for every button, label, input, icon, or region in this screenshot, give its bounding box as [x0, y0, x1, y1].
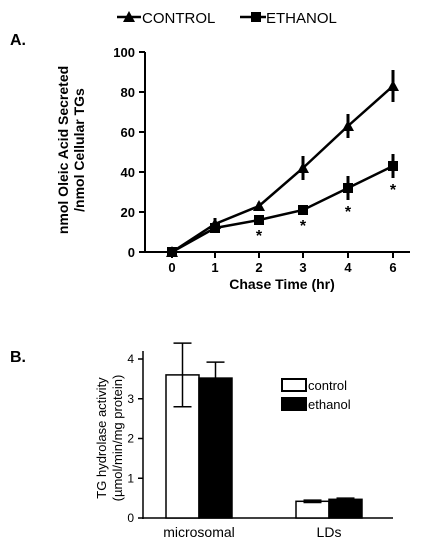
bar-y-axis-title-line-2: (µmol/min/mg protein) [110, 375, 125, 502]
data-point-ethanol [298, 205, 308, 215]
y-tick-label: 80 [121, 85, 135, 100]
y-tick-label: 100 [113, 45, 135, 60]
legend-swatch-control [281, 378, 307, 392]
legend-item-control: CONTROL [117, 10, 215, 27]
bar-ethanol-microsomal [198, 377, 233, 519]
x-tick-label: 0 [168, 260, 175, 275]
bar-y-tick-label: 3 [127, 392, 134, 406]
data-point-ethanol [167, 247, 177, 257]
bar-category-label: LDs [317, 524, 342, 540]
data-point-control [387, 80, 399, 91]
bar-chart: 0 1 2 3 4 microsomal LDs [127, 342, 393, 540]
x-tick-label: 3 [299, 260, 306, 275]
y-tick-label: 0 [128, 245, 135, 260]
legend-marker-triangle [123, 11, 135, 22]
legend-swatch-ethanol [281, 397, 307, 411]
legend-item-ethanol: ETHANOL [240, 10, 337, 27]
data-point-ethanol [210, 223, 220, 233]
panel-b-label: B. [10, 349, 26, 366]
series-line-ethanol [171, 164, 394, 254]
x-axis-title: Chase Time (hr) [229, 276, 335, 292]
line-chart-y-axis-title: nmol Oleic Acid Secreted /nmol Cellular … [55, 66, 87, 234]
bar-control-lds [295, 500, 330, 519]
data-point-control [297, 162, 309, 173]
x-tick-label: 4 [344, 260, 352, 275]
y-axis-title-line-1: nmol Oleic Acid Secreted [55, 66, 71, 234]
data-point-ethanol [388, 161, 398, 171]
legend-label-ethanol: ETHANOL [266, 10, 337, 27]
bar-y-axis-title-line-1: TG hydrolase activity [94, 377, 109, 499]
significance-asterisk: * [345, 204, 352, 221]
data-point-ethanol [254, 215, 264, 225]
y-tick-label: 60 [121, 125, 135, 140]
legend-marker-square [251, 12, 261, 22]
bar-y-tick-label: 4 [127, 352, 134, 366]
legend-label-control: CONTROL [142, 10, 215, 27]
significance-asterisk: * [256, 228, 263, 245]
x-tick-label: 2 [255, 260, 262, 275]
bar-ethanol-lds [328, 498, 363, 519]
bar-chart-y-axis-title: TG hydrolase activity (µmol/min/mg prote… [94, 375, 125, 502]
data-point-control [342, 120, 354, 131]
legend-label-ethanol-bar: ethanol [308, 397, 351, 412]
line-chart: 0 20 40 60 80 100 0 1 2 3 4 6 * * * * [113, 45, 410, 275]
legend-item-ethanol-bar: ethanol [281, 397, 351, 412]
bar-chart-legend: control ethanol [281, 378, 351, 412]
y-tick-label: 40 [121, 165, 135, 180]
significance-asterisk: * [390, 182, 397, 199]
line-chart-legend: CONTROL ETHANOL [117, 10, 337, 27]
x-tick-label: 1 [211, 260, 218, 275]
bar-category-label: microsomal [163, 524, 235, 540]
bar-y-tick-label: 1 [127, 471, 134, 485]
bar-y-tick-label: 0 [127, 511, 134, 525]
y-tick-label: 20 [121, 205, 135, 220]
legend-label-control-bar: control [308, 378, 347, 393]
data-point-ethanol [343, 183, 353, 193]
data-point-control [253, 200, 265, 211]
bar-y-tick-label: 2 [127, 432, 134, 446]
legend-item-control-bar: control [281, 378, 347, 393]
series-line-control [171, 85, 394, 254]
significance-asterisk: * [300, 218, 307, 235]
panel-a-label: A. [10, 32, 26, 49]
x-tick-label: 6 [389, 260, 396, 275]
y-axis-title-line-2: /nmol Cellular TGs [71, 88, 87, 212]
